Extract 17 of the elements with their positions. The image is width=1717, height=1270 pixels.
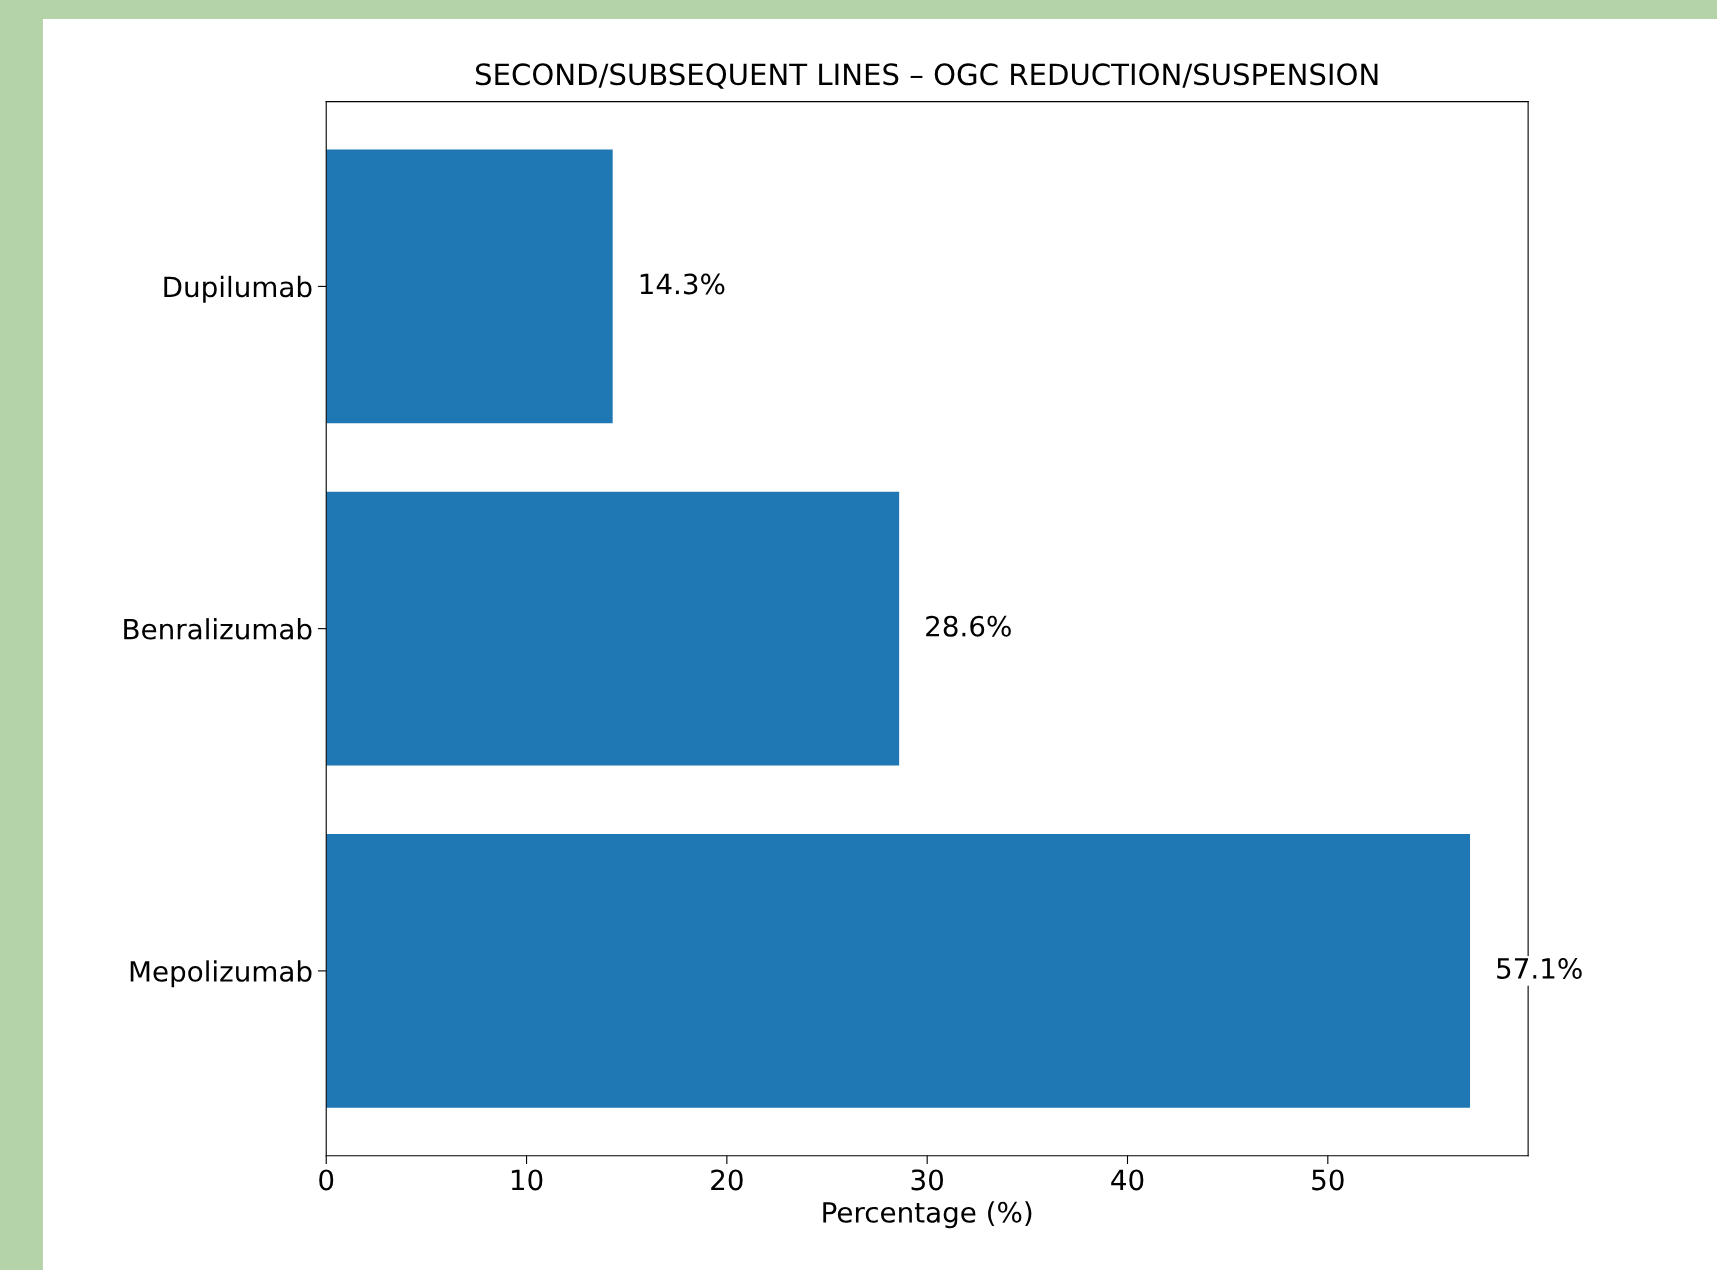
x-axis-title: Percentage (%) [823,1201,1032,1229]
x-tick-label: 20 [711,1169,743,1191]
data-label: 28.6% [926,615,1011,637]
bar [326,149,613,424]
y-tick-label: Mepolizumab [130,960,312,988]
x-tick-label: 50 [1312,1169,1344,1191]
data-label: 57.1% [1497,957,1582,979]
x-tick-label: 0 [319,1169,334,1191]
chart-title: SECOND/SUBSEQUENT LINES – OGC REDUCTION/SUSPENSION [475,63,1378,89]
data-label: 14.3% [640,273,725,295]
x-tick-label: 40 [1111,1169,1144,1191]
bar [326,833,1471,1108]
y-tick-label: Dupilumab [164,275,312,303]
y-tick-label: Benralizumab [124,618,312,640]
bar [326,491,900,766]
x-tick-label: 10 [511,1169,543,1191]
x-tick-label: 30 [911,1169,944,1191]
